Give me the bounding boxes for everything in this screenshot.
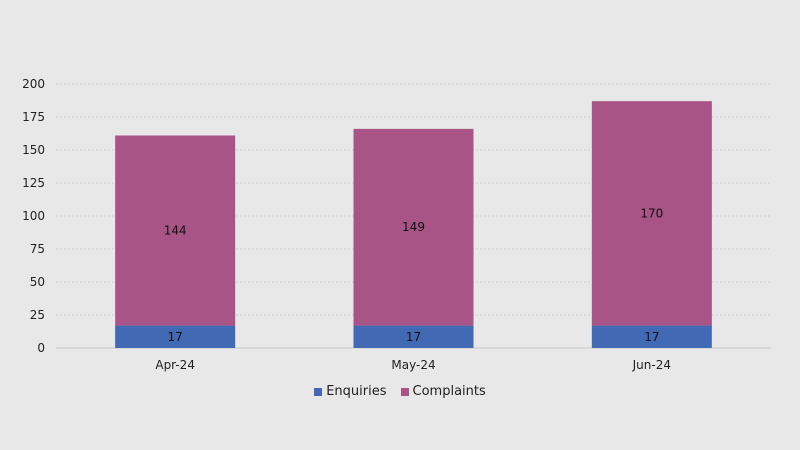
data-label-complaints: 149 [402,220,425,234]
x-tick-label: Apr-24 [155,358,195,372]
bar-enquiries [353,325,474,348]
legend-label-complaints: Complaints [412,384,486,399]
legend-swatch-enquiries [314,387,323,396]
x-tick-label: Jun-24 [632,358,671,372]
x-axis: Apr-24 May-24 Jun-24 [155,358,671,372]
data-label-enquiries: 17 [406,330,421,344]
y-tick-label: 125 [22,176,45,190]
y-tick-label: 25 [30,308,45,322]
y-tick-label: 100 [22,209,45,223]
bars: 17 144 17 149 17 170 [115,101,712,348]
y-tick-label: 0 [37,341,45,355]
data-label-enquiries: 17 [168,330,183,344]
y-tick-label: 50 [30,275,45,289]
bar-complaints [591,101,712,326]
legend-swatch-complaints [400,387,409,396]
legend: Enquiries Complaints [0,384,800,399]
legend-item-enquiries: Enquiries [314,384,387,399]
y-tick-label: 75 [30,242,45,256]
x-tick-label: May-24 [391,358,435,372]
data-label-complaints: 170 [640,206,663,220]
y-tick-label: 150 [22,143,45,157]
legend-item-complaints: Complaints [400,384,486,399]
data-label-complaints: 144 [164,224,187,238]
data-label-enquiries: 17 [644,330,659,344]
bar-complaints [115,135,236,326]
y-axis: 0 25 50 75 100 125 150 175 200 [22,77,45,355]
y-tick-label: 200 [22,77,45,91]
bar-complaints [353,128,474,326]
bar-enquiries [115,325,236,348]
y-tick-label: 175 [22,110,45,124]
bar-enquiries [591,325,712,348]
legend-label-enquiries: Enquiries [326,384,387,399]
